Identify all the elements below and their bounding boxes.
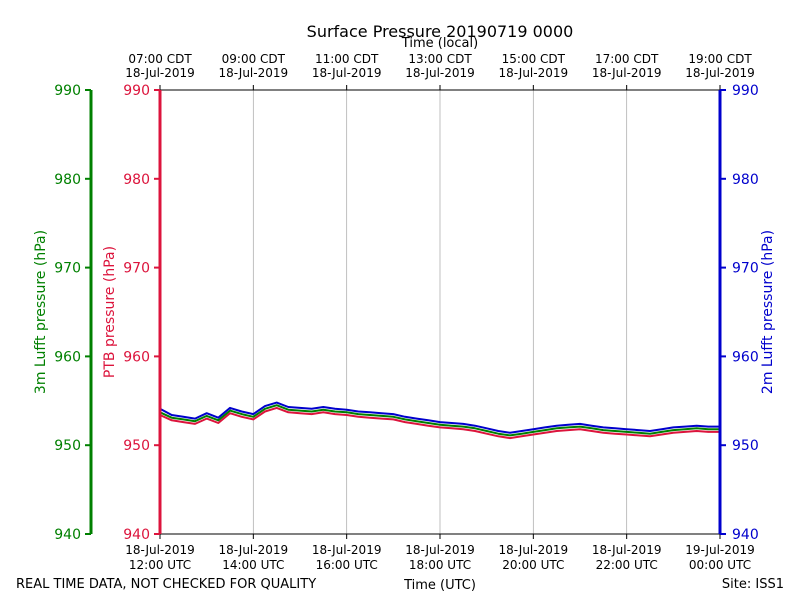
- chart-title: Surface Pressure 20190719 0000: [307, 22, 574, 41]
- lufft2m-tick-label: 950: [732, 438, 759, 454]
- ptb-tick-label: 950: [123, 438, 150, 454]
- top-axis-label: Time (local): [401, 36, 478, 51]
- x-tick-label: 20:00 UTC: [502, 558, 564, 572]
- ptb-axis-label: PTB pressure (hPa): [102, 246, 118, 378]
- bottom-axis-label: Time (UTC): [403, 578, 476, 593]
- x2-tick-label: 11:00 CDT: [315, 52, 379, 66]
- lufft2m-tick-label: 980: [732, 172, 759, 188]
- x2-tick-label: 18-Jul-2019: [685, 66, 755, 80]
- grid: [252, 90, 628, 534]
- x-tick-label: 18-Jul-2019: [219, 543, 289, 557]
- site-label: Site: ISS1: [722, 577, 784, 592]
- x-tick-label: 22:00 UTC: [596, 558, 658, 572]
- ptb-tick-label: 940: [123, 527, 150, 543]
- lufft2m-tick-label: 970: [732, 261, 759, 277]
- x-tick-label: 19-Jul-2019: [685, 543, 755, 557]
- x2-tick-label: 07:00 CDT: [128, 52, 192, 66]
- lufft3m-tick-label: 960: [54, 349, 81, 365]
- ptb-series-line: [159, 406, 720, 440]
- ptb-tick-label: 960: [123, 349, 150, 365]
- x2-tick-label: 18-Jul-2019: [219, 66, 289, 80]
- x2-tick-label: 18-Jul-2019: [312, 66, 382, 80]
- lufft2m-series-line: [159, 401, 720, 434]
- x2-tick-label: 18-Jul-2019: [592, 66, 662, 80]
- x2-tick-label: 18-Jul-2019: [405, 66, 475, 80]
- lufft2m-tick-label: 960: [732, 349, 759, 365]
- x2-tick-label: 18-Jul-2019: [499, 66, 569, 80]
- lufft3m-tick-label: 990: [54, 83, 81, 99]
- lufft2m-tick-label: 940: [732, 527, 759, 543]
- x2-tick-label: 15:00 CDT: [502, 52, 566, 66]
- x-tick-label: 16:00 UTC: [316, 558, 378, 572]
- lufft3m-axis-label: 3m Lufft pressure (hPa): [33, 230, 49, 394]
- x2-tick-label: 17:00 CDT: [595, 52, 659, 66]
- lufft3m-tick-label: 980: [54, 172, 81, 188]
- x-tick-label: 12:00 UTC: [129, 558, 191, 572]
- x-tick-label: 18-Jul-2019: [592, 543, 662, 557]
- x2-tick-label: 19:00 CDT: [688, 52, 752, 66]
- ptb-tick-label: 980: [123, 172, 150, 188]
- lufft3m-tick-label: 950: [54, 438, 81, 454]
- x2-tick-label: 09:00 CDT: [222, 52, 286, 66]
- ptb-tick-label: 970: [123, 261, 150, 277]
- ptb-tick-label: 990: [123, 83, 150, 99]
- x-tick-label: 00:00 UTC: [689, 558, 751, 572]
- x2-tick-label: 13:00 CDT: [408, 52, 472, 66]
- x-tick-label: 18-Jul-2019: [312, 543, 382, 557]
- x-tick-label: 18-Jul-2019: [499, 543, 569, 557]
- series-group: [159, 401, 720, 440]
- x-tick-label: 18-Jul-2019: [405, 543, 475, 557]
- x2-tick-label: 18-Jul-2019: [125, 66, 195, 80]
- lufft3m-tick-label: 940: [54, 527, 81, 543]
- x-tick-label: 14:00 UTC: [222, 558, 284, 572]
- lufft2m-tick-label: 990: [732, 83, 759, 99]
- lufft3m-tick-label: 970: [54, 261, 81, 277]
- x-tick-label: 18-Jul-2019: [125, 543, 195, 557]
- lufft3m-series-line: [159, 404, 720, 437]
- quality-disclaimer: REAL TIME DATA, NOT CHECKED FOR QUALITY: [16, 577, 316, 592]
- x-tick-label: 18:00 UTC: [409, 558, 471, 572]
- lufft2m-axis-label: 2m Lufft pressure (hPa): [760, 230, 776, 394]
